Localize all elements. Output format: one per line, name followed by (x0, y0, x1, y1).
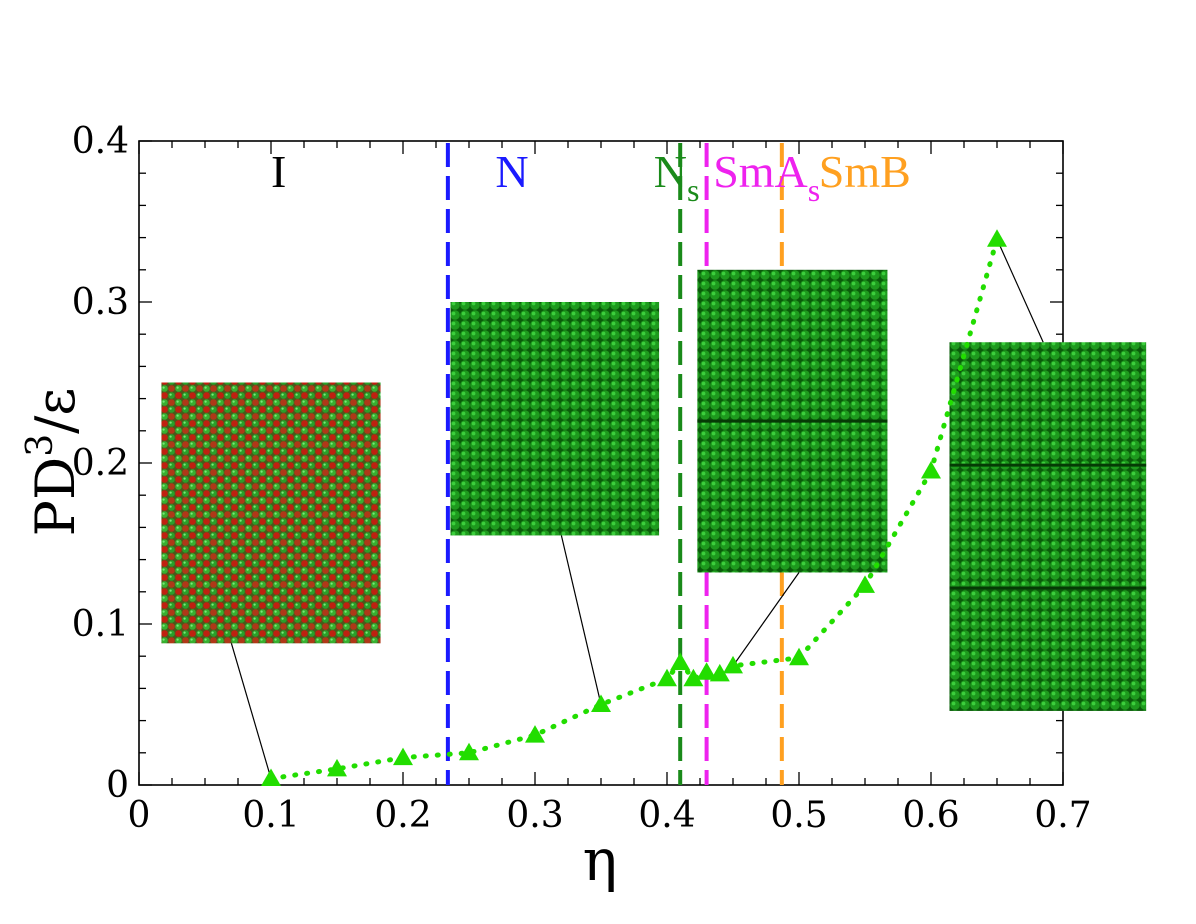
phase-label: I (271, 146, 286, 197)
y-tick-label: 0.2 (72, 443, 129, 484)
data-point (696, 662, 717, 680)
data-point (789, 647, 809, 666)
data-point (723, 655, 743, 674)
x-tick-label: 0.6 (902, 795, 959, 836)
y-axis-label-rest: /ε (24, 388, 87, 434)
snapshot-insets (161, 238, 1147, 779)
x-tick-label: 0.1 (242, 795, 299, 836)
data-point (591, 694, 611, 712)
inset-pointer-line (996, 238, 1044, 343)
data-point (709, 663, 730, 682)
x-tick-label: 0 (128, 795, 151, 836)
data-point (459, 742, 479, 761)
y-tick-label: 0.4 (72, 121, 129, 162)
inset-smectic-b (949, 342, 1147, 711)
data-point (261, 768, 281, 787)
axis-ticks: 0 0.1 0.2 0.3 0.4 0.5 0.6 0.7 0 0.1 0.2 0.3 0.4 (72, 121, 1092, 836)
inset-pointer-line (732, 572, 800, 667)
x-tick-label: 0.2 (374, 795, 431, 836)
data-point (987, 229, 1007, 247)
x-axis-label: η (583, 826, 618, 894)
series-line (268, 236, 1000, 782)
x-tick-label: 0.5 (770, 795, 827, 836)
x-tick-label: 0.3 (506, 795, 563, 836)
data-point (393, 747, 413, 766)
x-tick-label: 0.4 (638, 795, 695, 836)
y-axis-label-main: PD (24, 457, 87, 537)
phase-label: N (495, 146, 528, 197)
phase-label: SmB (819, 146, 911, 197)
data-point (327, 758, 347, 777)
y-tick-label: 0 (106, 765, 129, 806)
data-point (657, 668, 677, 687)
inset-pointer-line (230, 643, 272, 779)
phase-label: Ns (654, 146, 700, 208)
data-point (921, 461, 941, 479)
y-axis-label: PD3/ε (20, 388, 87, 537)
phase-label: SmAs (713, 146, 820, 208)
data-series (261, 229, 1007, 787)
data-point (525, 725, 545, 743)
data-point (670, 652, 691, 671)
x-tick-label: 0.7 (1034, 795, 1091, 836)
data-point (683, 668, 704, 687)
inset-isotropic (161, 382, 381, 644)
y-tick-label: 0.3 (72, 282, 129, 323)
inset-pointer-line (560, 535, 602, 705)
inset-nematic (450, 302, 660, 536)
y-tick-label: 0.1 (72, 604, 129, 645)
y-axis-label-sup: 3 (20, 434, 61, 457)
data-point (855, 575, 875, 593)
